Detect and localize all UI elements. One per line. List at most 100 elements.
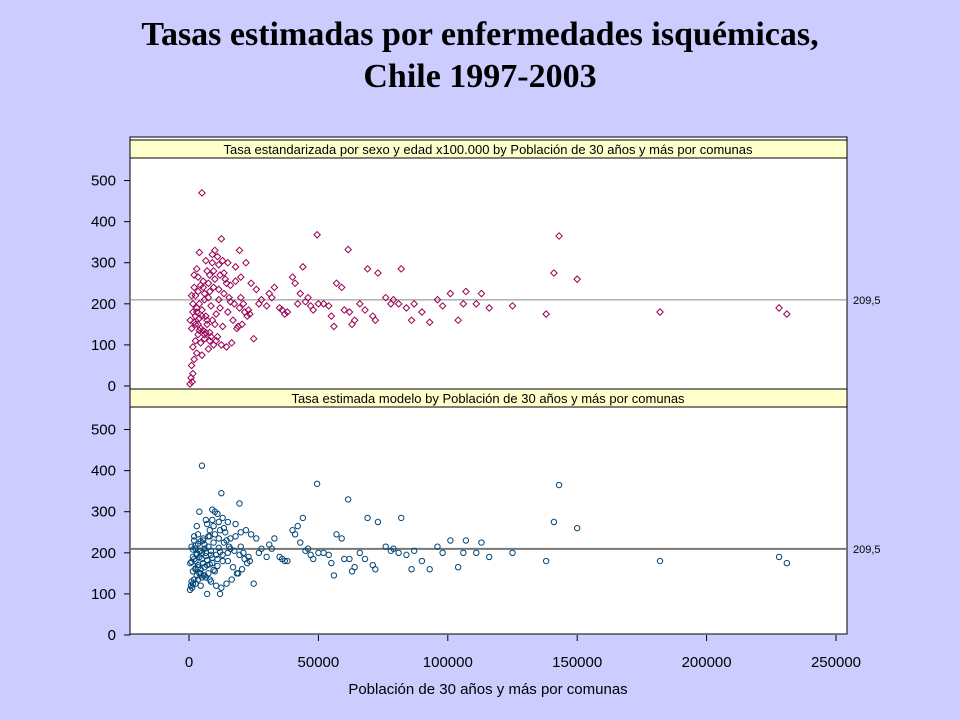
- data-point: [198, 188, 206, 197]
- data-point: [374, 269, 382, 277]
- data-point: [775, 553, 783, 561]
- data-point: [363, 264, 372, 273]
- data-point: [211, 531, 219, 538]
- data-point: [374, 518, 382, 526]
- data-point: [189, 580, 197, 587]
- plot-frame: [129, 136, 848, 635]
- data-point: [219, 514, 226, 522]
- data-point: [186, 586, 194, 593]
- data-point: [215, 518, 222, 526]
- data-point: [382, 543, 389, 550]
- reference-label: 209,5: [853, 295, 881, 307]
- data-point: [209, 283, 218, 292]
- data-point: [216, 527, 224, 534]
- data-point: [204, 293, 213, 302]
- data-point: [397, 264, 406, 273]
- data-point: [410, 299, 419, 308]
- data-point: [485, 304, 494, 312]
- x-axis-label: Población de 30 años y más por comunas: [348, 681, 627, 698]
- data-point: [218, 490, 225, 497]
- data-point: [508, 301, 517, 310]
- data-point: [214, 555, 221, 563]
- data-point: [348, 320, 356, 329]
- data-point: [313, 480, 321, 487]
- data-point: [246, 557, 254, 565]
- data-point: [447, 537, 454, 544]
- data-point: [446, 289, 455, 298]
- data-point: [426, 566, 433, 573]
- data-point: [229, 316, 237, 325]
- data-point: [203, 590, 211, 598]
- data-point: [262, 301, 271, 310]
- data-point: [307, 551, 314, 559]
- data-point: [236, 551, 243, 559]
- data-point: [348, 568, 356, 575]
- data-point: [218, 256, 227, 265]
- data-point: [197, 582, 204, 589]
- data-point: [210, 246, 219, 255]
- data-point: [217, 234, 226, 243]
- data-point: [425, 318, 434, 327]
- panel-1-reference-line: 209,5: [130, 295, 881, 307]
- data-point: [407, 316, 416, 325]
- data-point: [227, 535, 234, 542]
- data-point: [205, 287, 214, 296]
- data-point: [328, 559, 335, 567]
- data-point: [192, 557, 199, 565]
- y-tick-label: 400: [91, 463, 116, 480]
- data-point: [216, 590, 224, 598]
- data-point: [187, 559, 194, 567]
- data-point: [330, 572, 338, 579]
- data-point: [462, 287, 470, 296]
- data-point: [242, 527, 250, 534]
- data-point: [656, 308, 664, 316]
- data-point: [191, 336, 200, 345]
- data-point: [306, 301, 315, 310]
- data-point: [222, 343, 231, 351]
- data-point: [209, 267, 218, 275]
- data-point: [550, 269, 558, 277]
- data-point: [190, 283, 199, 292]
- data-point: [205, 336, 214, 345]
- data-point: [477, 289, 486, 298]
- data-point: [291, 531, 299, 538]
- data-point: [783, 559, 791, 567]
- data-point: [214, 260, 223, 269]
- reference-label: 209,5: [853, 544, 881, 556]
- data-point: [418, 308, 426, 316]
- data-point: [212, 336, 221, 345]
- data-point: [267, 293, 276, 302]
- data-point: [210, 275, 219, 284]
- data-point: [247, 531, 255, 538]
- data-point: [223, 308, 232, 316]
- x-tick-label: 50000: [298, 654, 340, 671]
- data-point: [214, 562, 221, 570]
- data-point: [283, 308, 292, 316]
- data-point: [232, 520, 239, 528]
- data-point: [213, 252, 222, 261]
- data-point: [410, 547, 418, 554]
- data-point: [297, 539, 304, 546]
- data-point: [202, 549, 210, 557]
- data-point: [361, 306, 369, 314]
- data-point: [205, 533, 212, 540]
- data-point: [241, 555, 248, 563]
- data-point: [433, 295, 442, 304]
- y-tick-label: 500: [91, 422, 116, 439]
- panel-1-y-axis: 0 100 200 300 400 500: [91, 160, 131, 395]
- data-point: [345, 308, 354, 316]
- data-point: [394, 299, 403, 308]
- y-tick-label: 300: [91, 255, 116, 272]
- data-point: [200, 537, 207, 544]
- data-point: [221, 275, 230, 284]
- panel-1-points: [186, 188, 791, 388]
- data-point: [208, 258, 217, 267]
- data-point: [462, 537, 470, 544]
- data-point: [224, 518, 232, 526]
- data-point: [192, 349, 201, 358]
- data-point: [294, 522, 301, 530]
- data-point: [211, 508, 219, 515]
- data-point: [238, 320, 246, 329]
- data-point: [194, 320, 202, 329]
- data-point: [194, 576, 202, 583]
